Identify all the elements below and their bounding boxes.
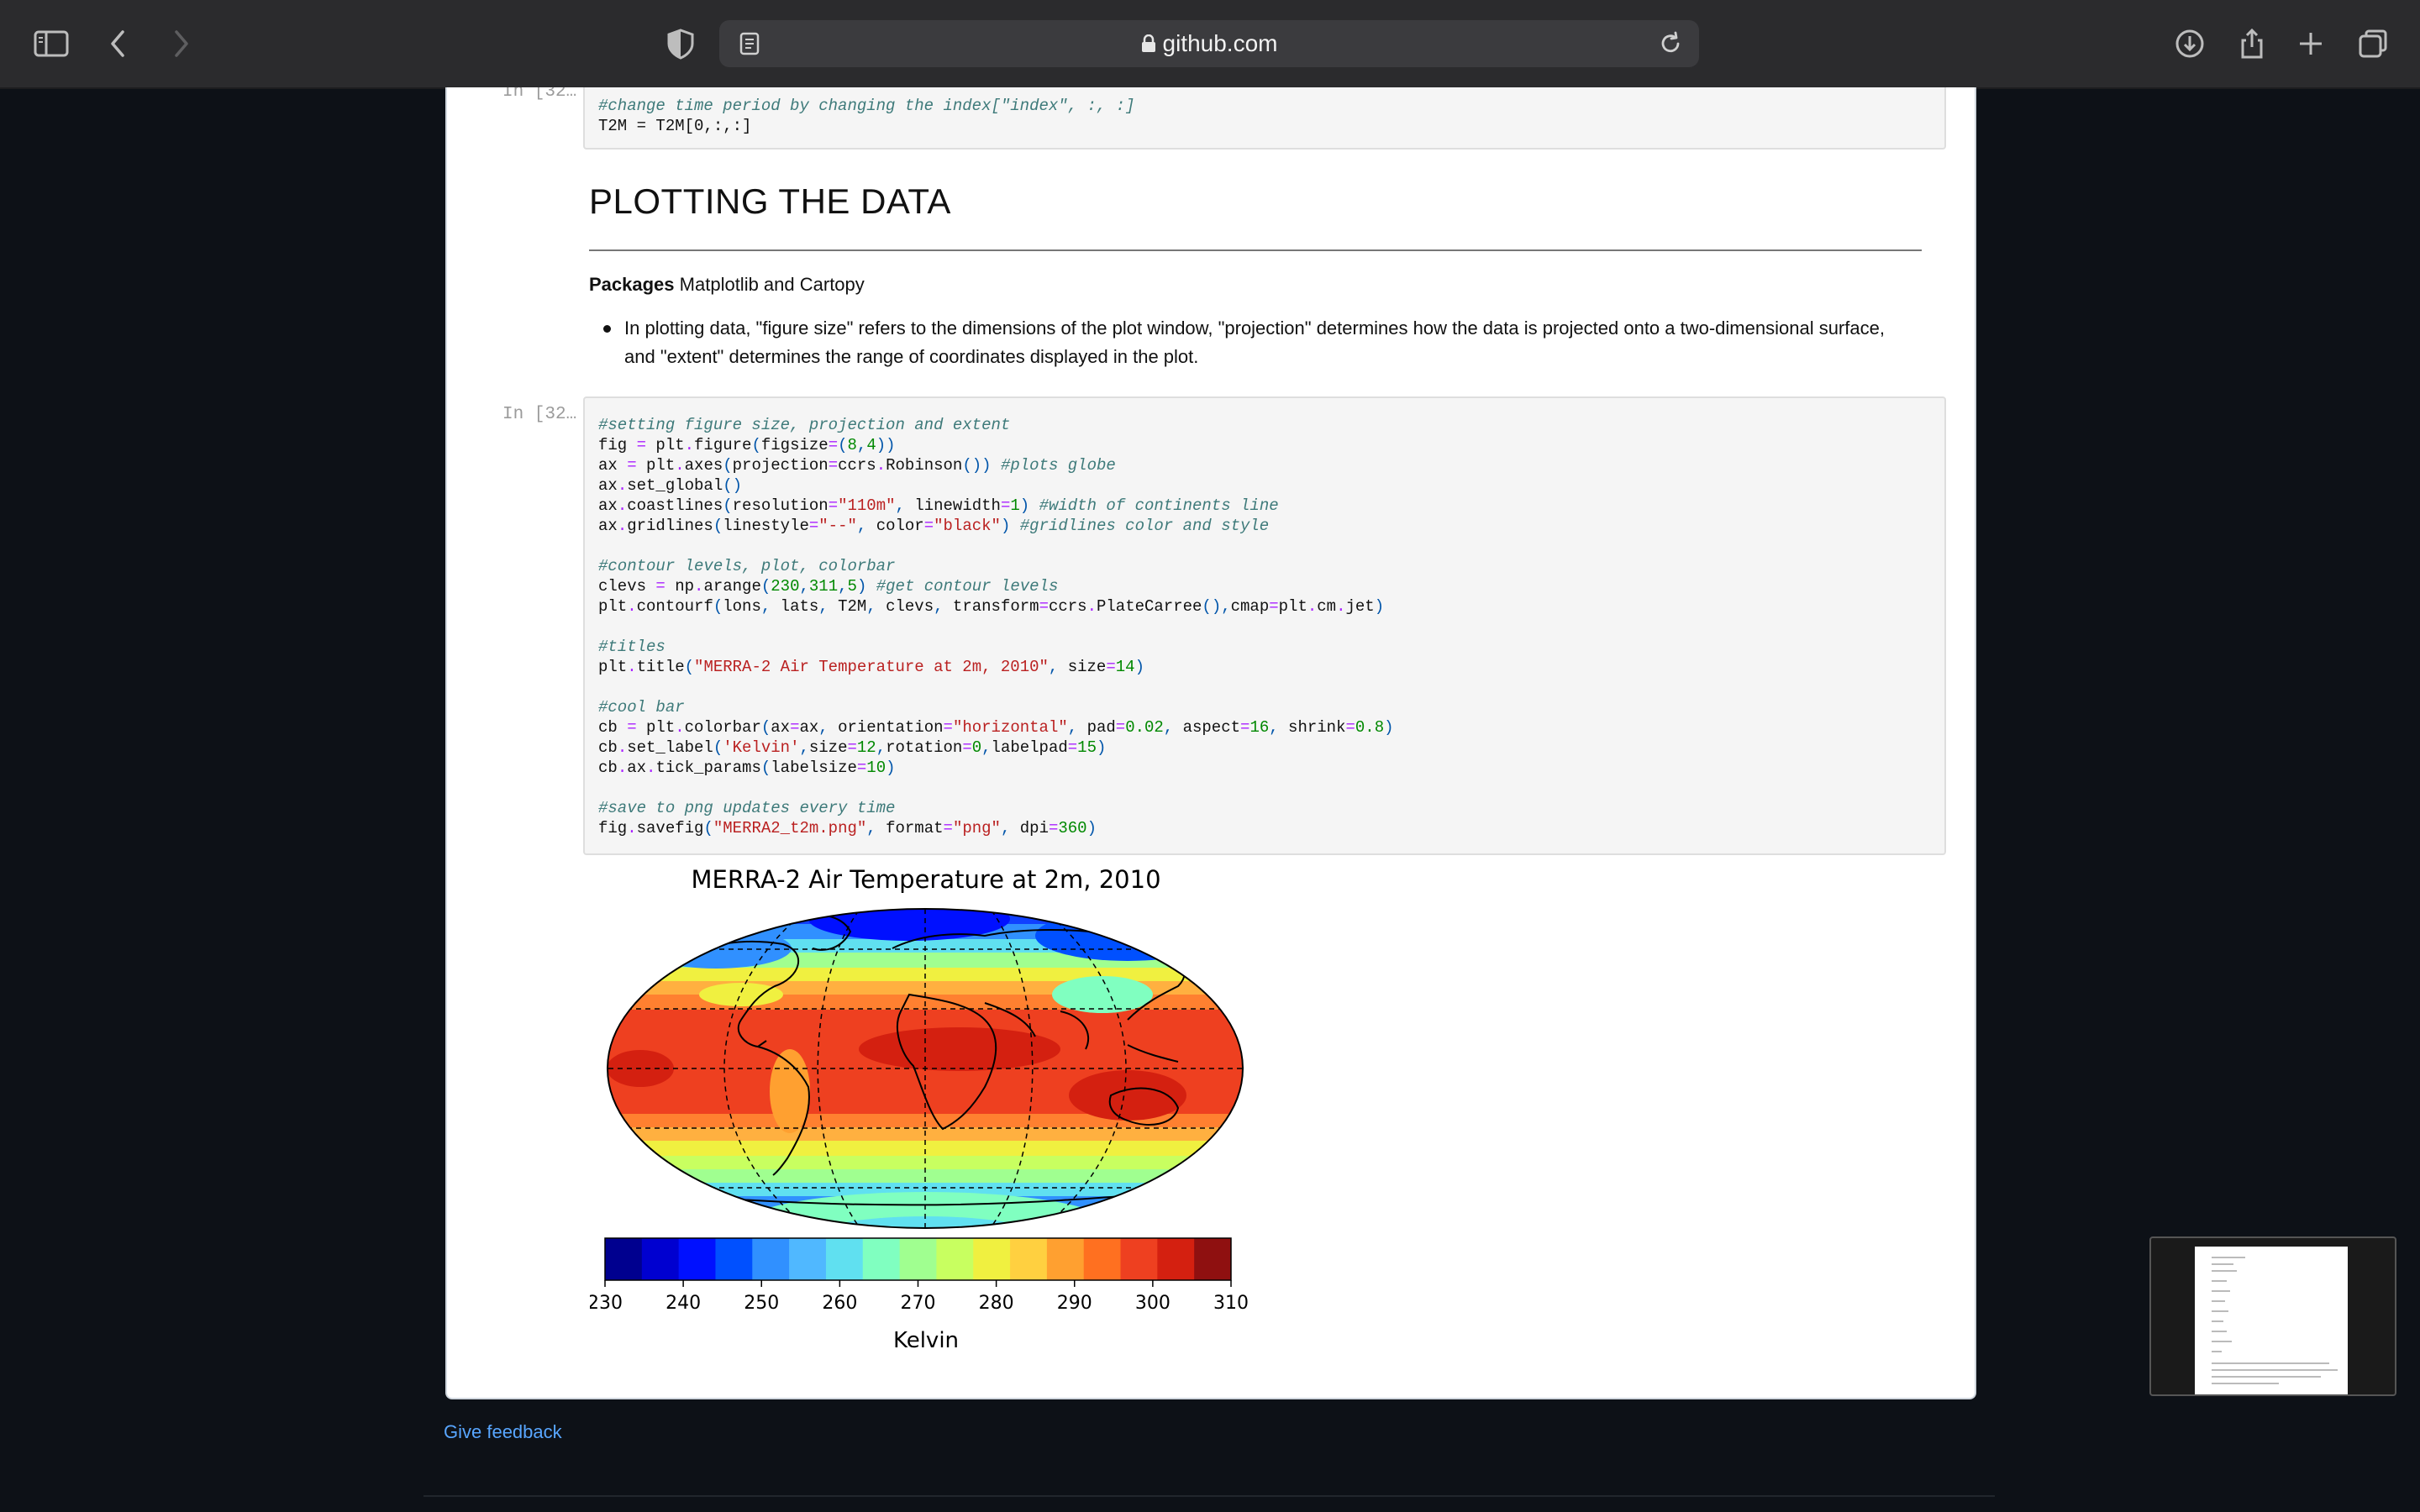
divider: [589, 249, 1922, 251]
colorbar-tick-label: 280: [979, 1293, 1014, 1314]
code-line: ax.coastlines(resolution="110m", linewid…: [598, 496, 1279, 515]
code-line: ax.set_global(): [598, 476, 743, 495]
tabs-overview-icon[interactable]: [2353, 24, 2393, 64]
colorbar-tick-label: 270: [901, 1293, 936, 1314]
colorbar-segment: [1194, 1238, 1232, 1280]
cell-prompt: In [32…: [502, 87, 577, 102]
code-line: clevs = np.arange(230,311,5) #get contou…: [598, 577, 1059, 596]
colorbar: 230 240 250 260 270 280 290 300 310: [587, 1237, 1249, 1314]
colorbar-segment: [862, 1238, 901, 1280]
packages-line: Packages Matplotlib and Cartopy: [589, 274, 865, 296]
sidebar-icon[interactable]: [32, 24, 72, 64]
url-text: github.com: [1162, 30, 1278, 56]
bullet-dot-icon: [603, 325, 611, 333]
code-line: #titles: [598, 638, 666, 656]
colorbar-segment: [641, 1238, 680, 1280]
colorbar-segment: [789, 1238, 827, 1280]
colorbar-segment: [1083, 1238, 1122, 1280]
code-cell-plotting[interactable]: #setting figure size, projection and ext…: [583, 396, 1946, 855]
colorbar-label: Kelvin: [893, 1328, 959, 1353]
code-line: #contour levels, plot, colorbar: [598, 557, 896, 575]
address-bar[interactable]: github.com: [719, 20, 1699, 67]
code-line: cb.set_label('Kelvin',size=12,rotation=0…: [598, 738, 1107, 757]
bullet-item: In plotting data, "figure size" refers t…: [589, 314, 1917, 371]
share-icon[interactable]: [2232, 24, 2272, 64]
code-line: cb = plt.colorbar(ax=ax, orientation="ho…: [598, 718, 1394, 737]
code-line: #save to png updates every time: [598, 799, 896, 817]
colorbar-tick-label: 290: [1057, 1293, 1092, 1314]
download-icon[interactable]: [2170, 24, 2210, 64]
packages-text: Matplotlib and Cartopy: [679, 274, 865, 295]
back-icon[interactable]: [99, 24, 139, 64]
code-line: ax.gridlines(linestyle="--", color="blac…: [598, 517, 1270, 535]
page-minimap[interactable]: [2149, 1236, 2396, 1396]
reader-icon[interactable]: [729, 24, 770, 64]
colorbar-tick-label: 240: [666, 1293, 701, 1314]
figure-title: MERRA-2 Air Temperature at 2m, 2010: [691, 869, 1160, 894]
output-figure: MERRA-2 Air Temperature at 2m, 2010: [587, 865, 1262, 1356]
packages-label: Packages: [589, 274, 675, 295]
colorbar-segment: [1046, 1238, 1085, 1280]
code-line: T2M = T2M[0,:,:]: [598, 117, 752, 135]
code-line: fig = plt.figure(figsize=(8,4)): [598, 436, 896, 454]
colorbar-segment: [825, 1238, 864, 1280]
colorbar-segment: [752, 1238, 790, 1280]
minimap-page: [2195, 1247, 2348, 1394]
give-feedback-link[interactable]: Give feedback: [444, 1421, 562, 1442]
section-title: PLOTTING THE DATA: [589, 181, 951, 221]
bullet-text: In plotting data, "figure size" refers t…: [624, 318, 1885, 367]
code-line: plt.title("MERRA-2 Air Temperature at 2m…: [598, 658, 1144, 676]
colorbar-segment: [899, 1238, 937, 1280]
colorbar-tick-label: 230: [590, 1293, 623, 1314]
colorbar-segment: [936, 1238, 974, 1280]
code-line: plt.contourf(lons, lats, T2M, clevs, tra…: [598, 597, 1385, 616]
code-block: #setting figure size, projection and ext…: [585, 398, 1944, 838]
code-line: #cool bar: [598, 698, 685, 717]
code-line: fig.savefig("MERRA2_t2m.png", format="pn…: [598, 819, 1097, 837]
code-cell-time-period[interactable]: #change time period by changing the inde…: [583, 87, 1946, 150]
shield-icon[interactable]: [660, 24, 701, 64]
colorbar-tick-label: 300: [1135, 1293, 1171, 1314]
colorbar-segment: [678, 1238, 716, 1280]
colorbar-segment: [1120, 1238, 1158, 1280]
colorbar-tick-label: 310: [1213, 1293, 1249, 1314]
code-line: ax = plt.axes(projection=ccrs.Robinson()…: [598, 456, 1116, 475]
forward-icon[interactable]: [160, 24, 200, 64]
code-line: #setting figure size, projection and ext…: [598, 416, 1011, 434]
reload-icon[interactable]: [1650, 24, 1691, 64]
footer-divider: [424, 1495, 1995, 1497]
notebook-page: In [32… #change time period by changing …: [445, 87, 1976, 1399]
code-line: cb.ax.tick_params(labelsize=10): [598, 759, 896, 777]
globe-outline: [607, 908, 1244, 1229]
colorbar-segment: [1157, 1238, 1195, 1280]
colorbar-tick-label: 260: [822, 1293, 857, 1314]
colorbar-segment: [605, 1238, 643, 1280]
code-line: #change time period by changing the inde…: [598, 97, 1135, 115]
lock-icon: [1141, 22, 1156, 69]
colorbar-segment: [973, 1238, 1011, 1280]
browser-toolbar: github.com: [0, 0, 2420, 89]
colorbar-tick-label: 250: [744, 1293, 779, 1314]
cell-prompt: In [32…: [502, 405, 577, 424]
new-tab-icon[interactable]: [2291, 24, 2331, 64]
colorbar-segment: [1010, 1238, 1048, 1280]
colorbar-segment: [715, 1238, 753, 1280]
